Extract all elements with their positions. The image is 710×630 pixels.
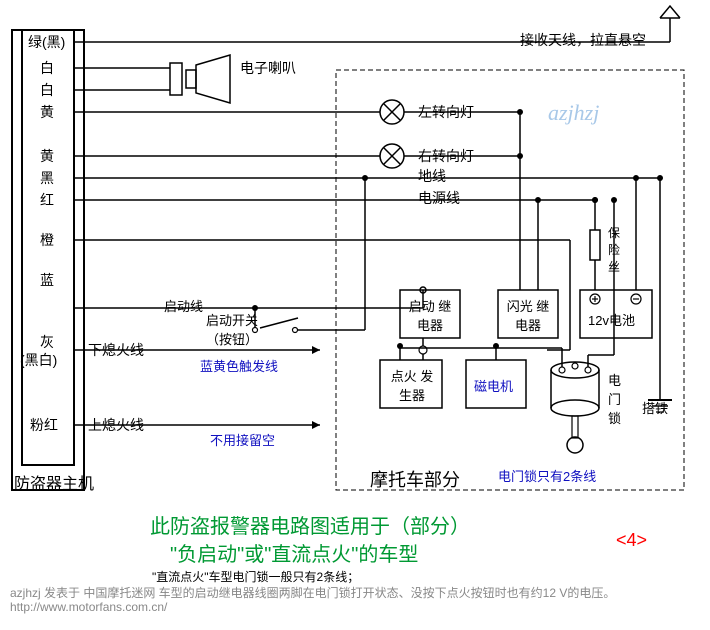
blue-yellow-trigger: 蓝黄色触发线 [200,356,278,375]
motorcycle-title: 摩托车部分 [370,466,460,492]
chassis-label: 搭铁 [642,398,668,417]
ground-label: 地线 [418,166,446,186]
wire-yellow2: 黄 [40,146,54,166]
start-relay-label: 启动 继电器 [406,296,454,334]
ignition-lock-label: 电 门 锁 [608,370,622,427]
page-number: <4> [616,530,647,551]
right-turn-label: 右转向灯 [418,146,474,166]
wire-pink: 粉红 [30,415,58,435]
fuse-label: 保 险 丝 [608,224,622,275]
footer-url: http://www.motorfans.com.cn/ [10,600,167,614]
wire-green: 绿(黑) [28,32,65,52]
wire-black: 黑 [40,168,54,188]
caption-line2: "负启动"或"直流点火"的车型 [170,538,418,567]
wire-yellow1: 黄 [40,102,54,122]
wire-gray: 灰 [40,332,54,352]
ignition-gen-label: 点火 发生器 [388,366,436,404]
left-turn-label: 左转向灯 [418,102,474,122]
antenna-label: 接收天线，拉直悬空 [520,30,646,50]
power-label: 电源线 [418,188,460,208]
wire-blue: 蓝 [40,270,54,290]
alarm-box-title: 防盗器主机 [14,470,94,494]
start-switch-label: 启动开关 （按钮） [202,310,262,348]
wire-pink-suffix: 上熄火线 [88,415,144,435]
unused-label: 不用接留空 [210,430,275,449]
horn-label: 电子喇叭 [240,58,296,78]
wire-gray-suffix2: (黑白) [20,350,57,370]
wire-white1: 白 [40,58,54,78]
wire-red: 红 [40,190,54,210]
flash-relay-label: 闪光 继电器 [504,296,552,334]
magneto-label: 磁电机 [474,376,513,395]
wire-gray-suffix: 下熄火线 [88,340,144,360]
ignition-note: 电门锁只有2条线 [498,466,596,485]
start-line-label: 启动线 [164,296,203,315]
footer-line2: azjhzj 发表于 中国摩托迷网 车型的启动继电器线圈两脚在电门锁打开状态、没… [10,584,615,601]
wire-orange: 橙 [40,230,54,250]
caption-line1: 此防盗报警器电路图适用于（部分） [150,510,470,539]
battery-label: 12v电池 [588,310,635,329]
footer-line1: "直流点火"车型电门锁一般只有2条线； [152,568,359,585]
watermark: azjhzj [548,100,599,126]
wire-white2: 白 [40,80,54,100]
